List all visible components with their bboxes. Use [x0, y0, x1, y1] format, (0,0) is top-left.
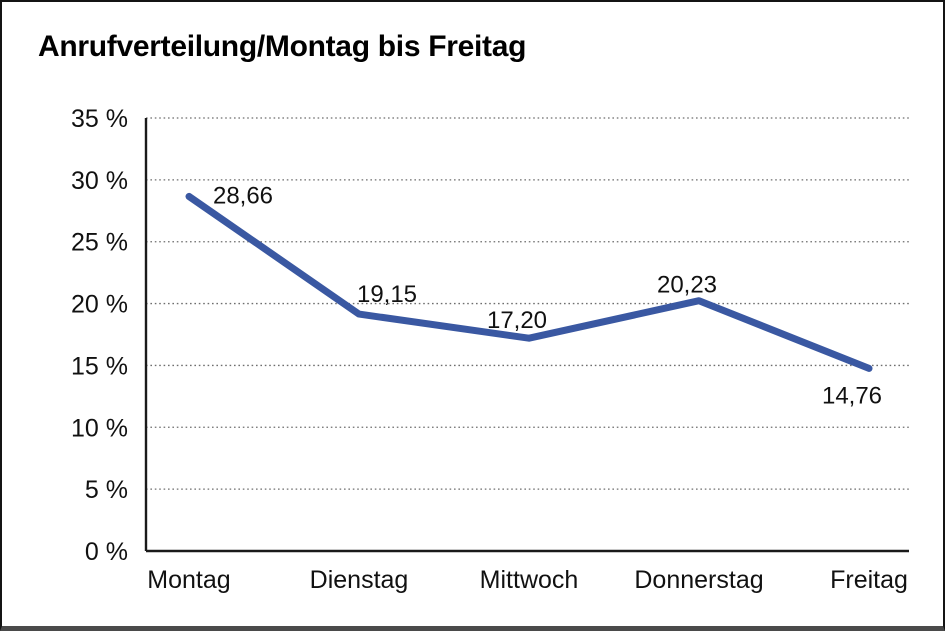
y-tick-label: 30 % [71, 167, 128, 195]
y-tick-label: 15 % [71, 352, 128, 380]
y-tick-label: 35 % [71, 105, 128, 133]
y-tick-label: 25 % [71, 229, 128, 257]
x-tick-label: Donnerstag [634, 566, 763, 594]
data-label: 19,15 [357, 281, 417, 308]
data-label: 17,20 [487, 307, 547, 334]
y-tick-label: 5 % [85, 476, 128, 504]
x-tick-label: Montag [147, 566, 230, 594]
data-label: 20,23 [657, 272, 717, 299]
series-line [185, 192, 873, 372]
y-tick-label: 20 % [71, 291, 128, 319]
x-tick-label: Mittwoch [480, 566, 579, 594]
x-tick-label: Freitag [830, 566, 908, 594]
y-tick-label: 0 % [85, 538, 128, 566]
y-tick-label: 10 % [71, 414, 128, 442]
data-label: 14,76 [822, 382, 882, 409]
data-label: 28,66 [213, 182, 273, 209]
x-tick-label: Dienstag [310, 566, 409, 594]
chart-title: Anrufverteilung/Montag bis Freitag [38, 30, 527, 63]
